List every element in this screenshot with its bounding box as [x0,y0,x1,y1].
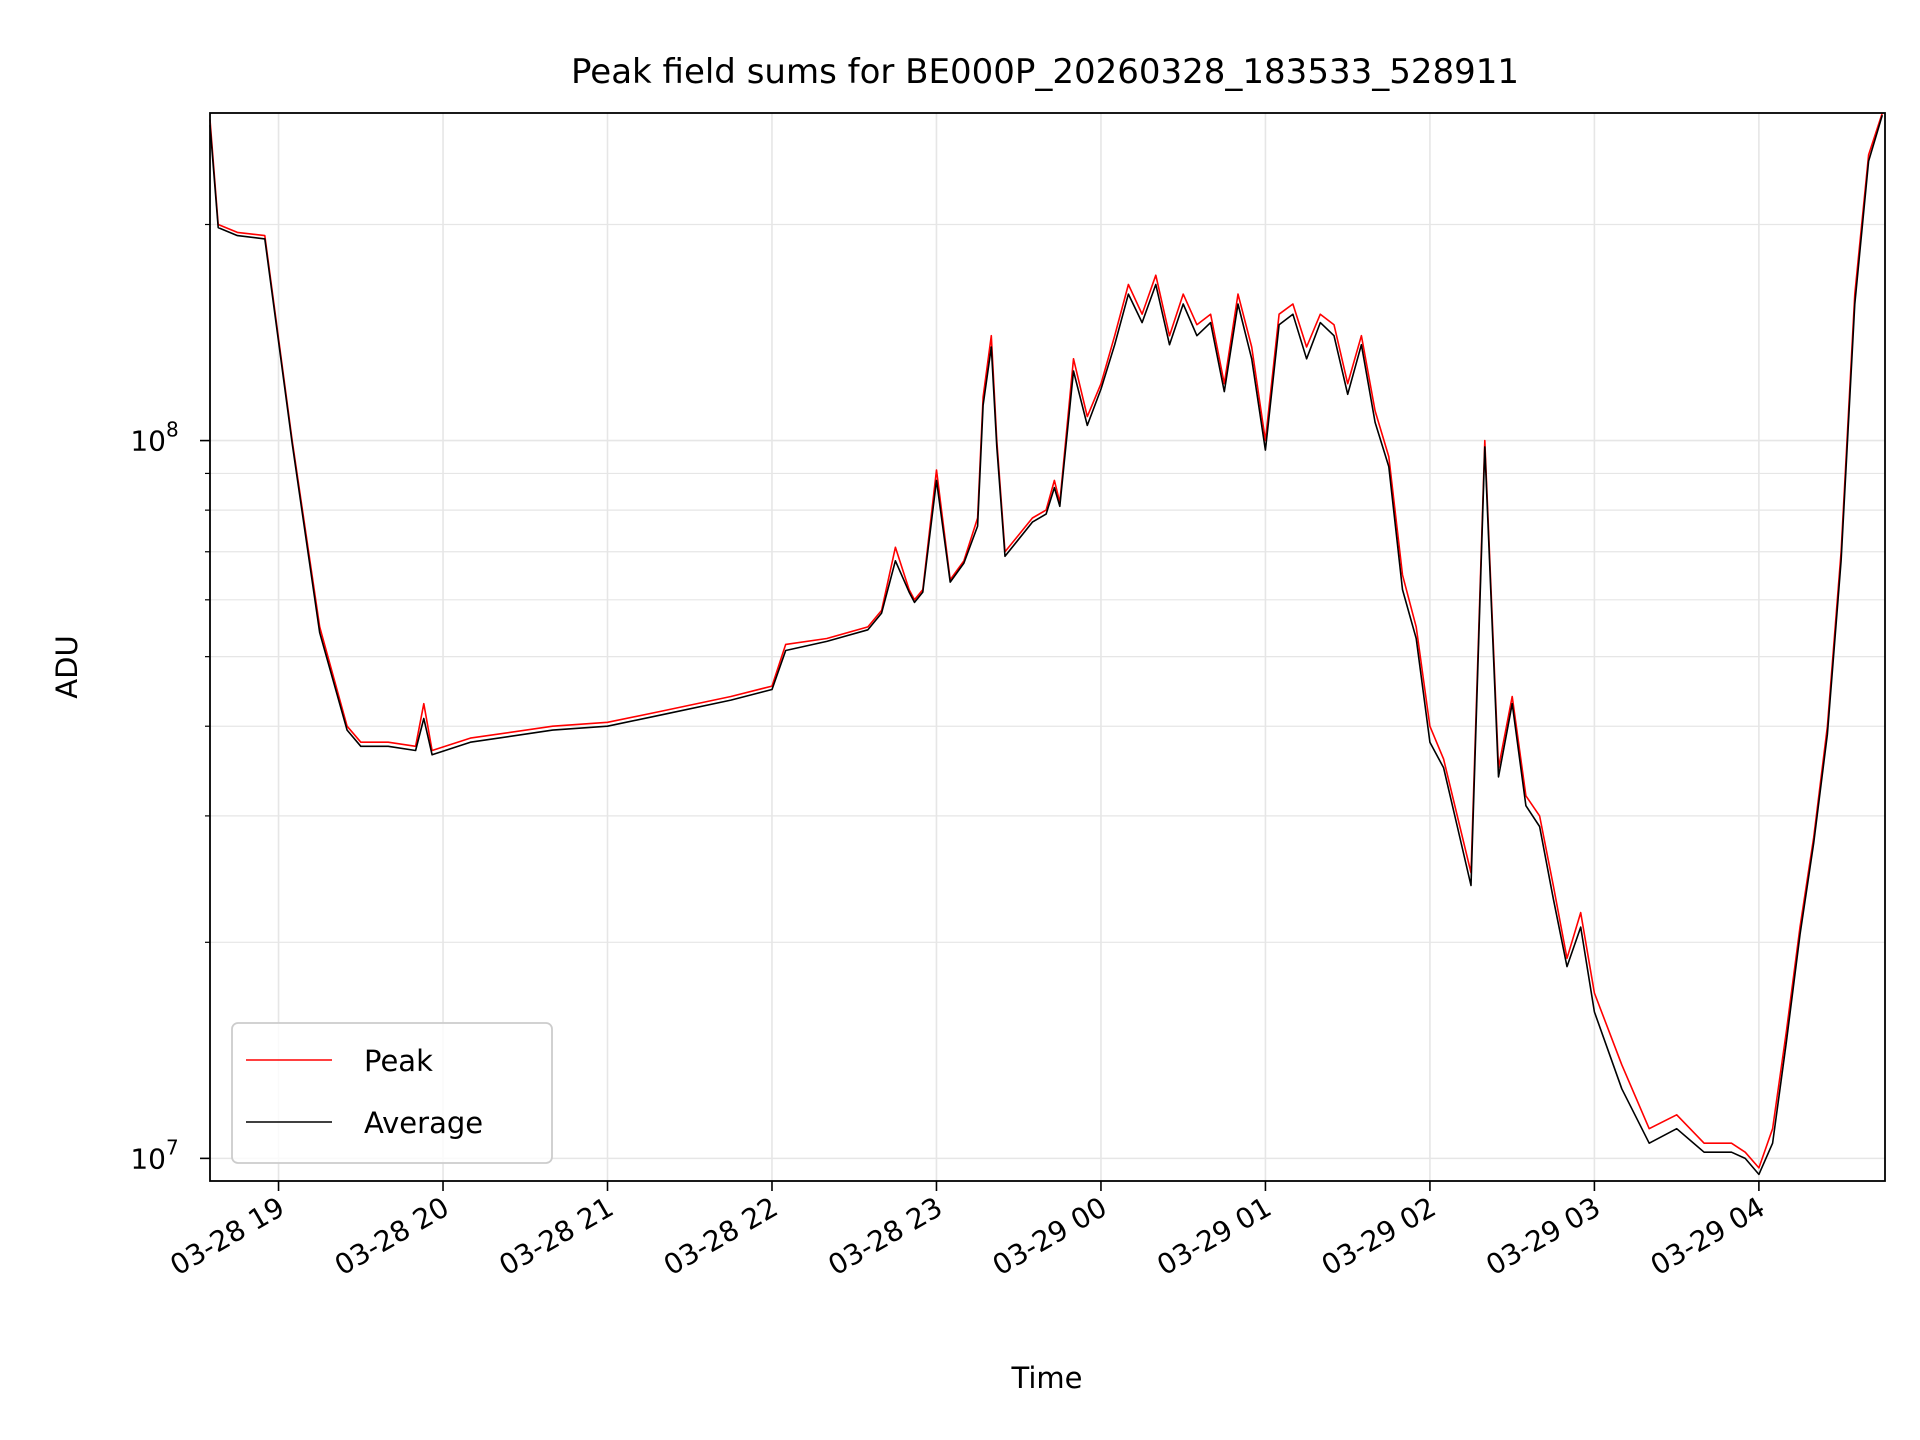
y-tick-exponent: 8 [166,418,179,442]
x-axis-label: Time [1011,1361,1083,1395]
chart-title: Peak field sums for BE000P_20260328_1835… [571,52,1519,92]
plot-frame [209,112,1886,1182]
series-line-peak [209,112,1884,1169]
y-tick-label: 10 [130,1142,166,1175]
legend-label-average: Average [364,1106,483,1140]
y-tick-label: 10 [130,425,166,458]
series-line-average [209,114,1884,1176]
series-layer [209,112,1884,1176]
legend-box [231,1022,553,1164]
legend-label-peak: Peak [364,1044,433,1078]
legend: Peak Average [231,1022,553,1164]
y-axis-label: ADU [50,635,84,698]
y-tick-exponent: 7 [166,1135,179,1159]
